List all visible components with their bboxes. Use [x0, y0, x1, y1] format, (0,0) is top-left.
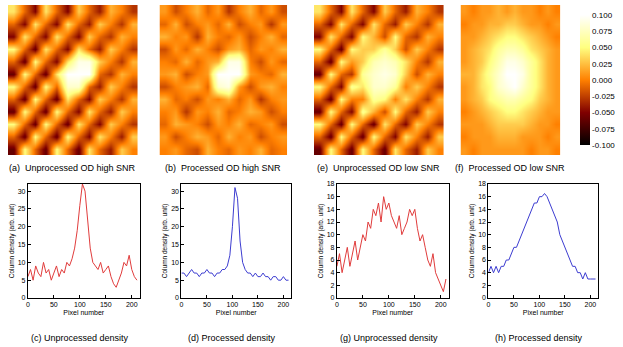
svg-text:10: 10 [171, 259, 179, 266]
svg-text:Column density (arb. unit): Column density (arb. unit) [161, 204, 169, 278]
svg-text:(h) Processed density: (h) Processed density [495, 333, 583, 343]
svg-text:(b) Processed OD high SNR: (b) Processed OD high SNR [165, 163, 281, 173]
svg-text:200: 200 [278, 301, 290, 308]
svg-text:16: 16 [478, 193, 486, 200]
svg-text:20: 20 [18, 223, 26, 230]
svg-text:Pixel number: Pixel number [372, 309, 414, 316]
svg-text:0: 0 [486, 301, 490, 308]
svg-text:18: 18 [327, 180, 335, 187]
svg-text:0: 0 [179, 301, 183, 308]
svg-text:5: 5 [175, 277, 179, 284]
svg-text:Column density (arb. unit): Column density (arb. unit) [317, 204, 325, 278]
svg-text:200: 200 [435, 301, 447, 308]
svg-text:150: 150 [409, 301, 421, 308]
svg-text:30: 30 [18, 188, 26, 195]
svg-text:50: 50 [359, 301, 367, 308]
svg-text:12: 12 [478, 218, 486, 225]
svg-text:0.100: 0.100 [592, 11, 613, 20]
svg-text:0: 0 [175, 294, 179, 301]
svg-text:6: 6 [482, 256, 486, 263]
svg-text:18: 18 [478, 180, 486, 187]
svg-text:8: 8 [331, 244, 335, 251]
svg-text:-0.100: -0.100 [592, 141, 615, 150]
svg-text:0: 0 [22, 294, 26, 301]
svg-text:10: 10 [18, 259, 26, 266]
svg-text:150: 150 [100, 301, 112, 308]
svg-text:2: 2 [331, 282, 335, 289]
svg-text:15: 15 [18, 241, 26, 248]
svg-text:14: 14 [478, 206, 486, 213]
svg-text:8: 8 [482, 244, 486, 251]
svg-text:-0.050: -0.050 [592, 108, 615, 117]
svg-text:(e) Unprocessed OD low SNR: (e) Unprocessed OD low SNR [317, 163, 440, 173]
svg-text:25: 25 [18, 205, 26, 212]
svg-text:(a) Unprocessed OD high SNR: (a) Unprocessed OD high SNR [9, 163, 136, 173]
svg-text:Pixel number: Pixel number [523, 309, 565, 316]
svg-text:14: 14 [327, 206, 335, 213]
svg-text:Column density (arb. unit): Column density (arb. unit) [8, 204, 16, 278]
svg-text:-0.075: -0.075 [592, 125, 615, 134]
svg-text:Pixel number: Pixel number [63, 309, 105, 316]
svg-text:Pixel number: Pixel number [216, 309, 258, 316]
svg-text:10: 10 [478, 231, 486, 238]
svg-text:50: 50 [203, 301, 211, 308]
svg-text:(f) Processed OD low SNR: (f) Processed OD low SNR [455, 163, 565, 173]
svg-text:0.075: 0.075 [592, 27, 613, 36]
svg-text:0: 0 [482, 294, 486, 301]
svg-text:20: 20 [171, 223, 179, 230]
svg-text:150: 150 [559, 301, 571, 308]
svg-text:10: 10 [327, 231, 335, 238]
svg-text:6: 6 [331, 256, 335, 263]
svg-text:50: 50 [50, 301, 58, 308]
svg-text:0.050: 0.050 [592, 43, 613, 52]
svg-text:-0.025: -0.025 [592, 92, 615, 101]
svg-text:200: 200 [585, 301, 597, 308]
svg-text:150: 150 [252, 301, 264, 308]
svg-text:16: 16 [327, 193, 335, 200]
svg-text:0: 0 [335, 301, 339, 308]
svg-text:200: 200 [126, 301, 138, 308]
svg-text:15: 15 [171, 241, 179, 248]
svg-text:(c) Unprocessed density: (c) Unprocessed density [31, 333, 129, 343]
svg-text:50: 50 [510, 301, 518, 308]
svg-text:100: 100 [227, 301, 239, 308]
svg-text:0: 0 [331, 294, 335, 301]
svg-text:100: 100 [534, 301, 546, 308]
svg-text:25: 25 [171, 205, 179, 212]
svg-text:12: 12 [327, 218, 335, 225]
svg-text:Column density (arb. unit): Column density (arb. unit) [468, 204, 476, 278]
svg-text:30: 30 [171, 188, 179, 195]
svg-text:4: 4 [331, 269, 335, 276]
svg-text:5: 5 [22, 277, 26, 284]
svg-text:0.000: 0.000 [592, 76, 613, 85]
svg-text:100: 100 [383, 301, 395, 308]
svg-text:4: 4 [482, 269, 486, 276]
svg-text:100: 100 [74, 301, 86, 308]
svg-text:2: 2 [482, 282, 486, 289]
svg-text:0.025: 0.025 [592, 60, 613, 69]
svg-text:(g) Unprocessed density: (g) Unprocessed density [340, 333, 438, 343]
svg-text:0: 0 [26, 301, 30, 308]
svg-text:(d) Processed density: (d) Processed density [188, 333, 276, 343]
